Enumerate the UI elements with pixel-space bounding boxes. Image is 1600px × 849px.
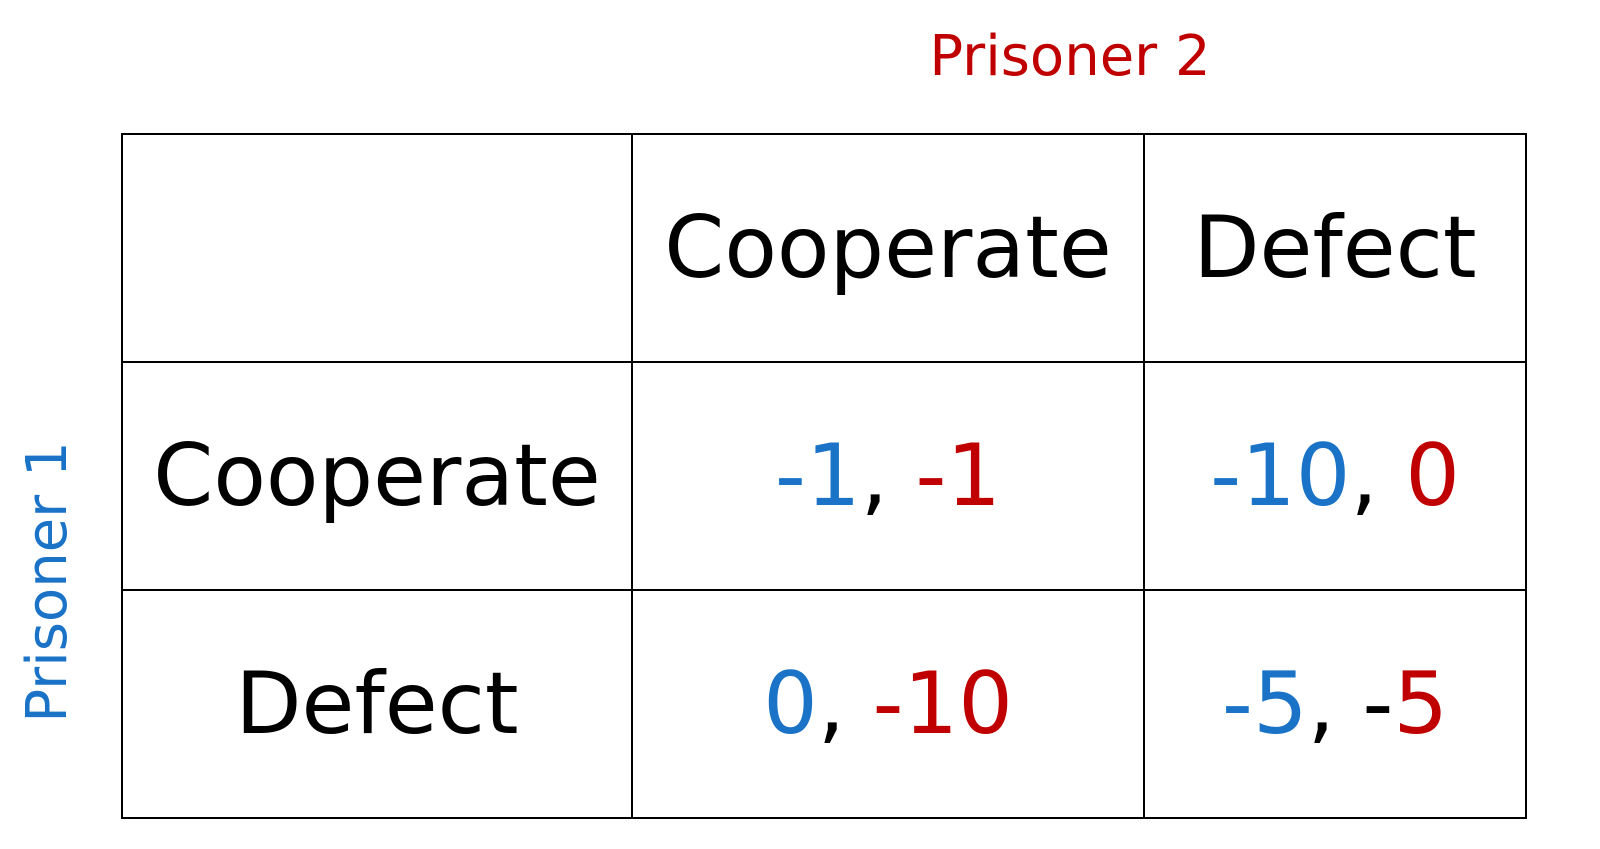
payoff-separator: , - [1307, 654, 1394, 754]
prisoner1-payoff: -5 [1221, 654, 1308, 754]
prisoner1-payoff: -10 [1210, 426, 1351, 526]
row-strategy-cooperate: Cooperate [121, 361, 633, 591]
row-strategy-defect: Defect [121, 589, 633, 819]
payoff-cell-cooperate-defect: -10, 0 [1143, 361, 1527, 591]
payoff-cell-defect-cooperate: 0, -10 [631, 589, 1145, 819]
row-cooperate: Cooperate -1, -1 -10, 0 [121, 361, 1527, 591]
payoff-cell-defect-defect: -5, -5 [1143, 589, 1527, 819]
prisoner1-payoff: -1 [774, 426, 861, 526]
prisoner2-payoff: -10 [872, 654, 1013, 754]
prisoner2-payoff: 5 [1393, 654, 1449, 754]
prisoner2-payoff: -1 [915, 426, 1002, 526]
prisoner2-payoff: 0 [1405, 426, 1460, 526]
prisoner1-payoff: 0 [763, 654, 818, 754]
payoff-separator: , [817, 654, 873, 754]
row-player-label: Prisoner 1 [15, 441, 80, 723]
column-player-label: Prisoner 2 [929, 24, 1211, 89]
header-row: Cooperate Defect [121, 133, 1527, 363]
payoff-cell-cooperate-cooperate: -1, -1 [631, 361, 1145, 591]
column-strategy-defect: Defect [1143, 133, 1527, 363]
row-defect: Defect 0, -10 -5, -5 [121, 589, 1527, 819]
column-strategy-cooperate: Cooperate [631, 133, 1145, 363]
payoff-separator: , [1350, 426, 1406, 526]
payoff-matrix: Cooperate Defect Cooperate -1, -1 -10, 0… [121, 133, 1527, 819]
corner-cell [121, 133, 633, 363]
payoff-separator: , [860, 426, 916, 526]
